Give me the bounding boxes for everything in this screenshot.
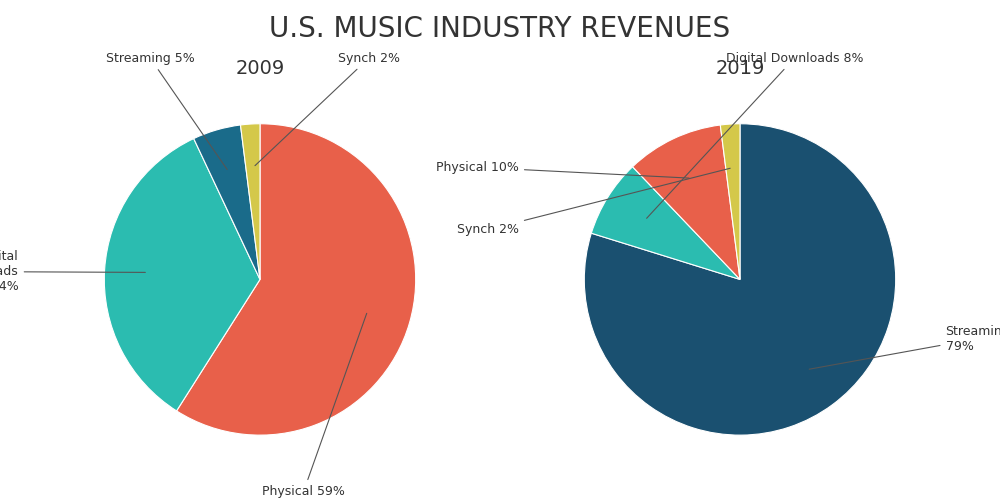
Wedge shape <box>633 125 740 279</box>
Wedge shape <box>720 124 740 279</box>
Title: 2019: 2019 <box>715 59 765 78</box>
Wedge shape <box>591 167 740 279</box>
Text: Synch 2%: Synch 2% <box>457 168 730 236</box>
Text: Physical 59%: Physical 59% <box>262 313 367 498</box>
Wedge shape <box>584 124 896 435</box>
Text: U.S. MUSIC INDUSTRY REVENUES: U.S. MUSIC INDUSTRY REVENUES <box>269 15 731 43</box>
Wedge shape <box>104 139 260 411</box>
Text: Synch 2%: Synch 2% <box>255 51 400 166</box>
Text: Digital
Downloads
34%: Digital Downloads 34% <box>0 250 145 293</box>
Text: Digital Downloads 8%: Digital Downloads 8% <box>647 51 863 218</box>
Text: Streaming
79%: Streaming 79% <box>809 325 1000 369</box>
Title: 2009: 2009 <box>235 59 285 78</box>
Text: Streaming 5%: Streaming 5% <box>106 51 227 170</box>
Text: Physical 10%: Physical 10% <box>436 161 689 178</box>
Wedge shape <box>240 124 260 279</box>
Wedge shape <box>177 124 416 435</box>
Wedge shape <box>194 125 260 279</box>
